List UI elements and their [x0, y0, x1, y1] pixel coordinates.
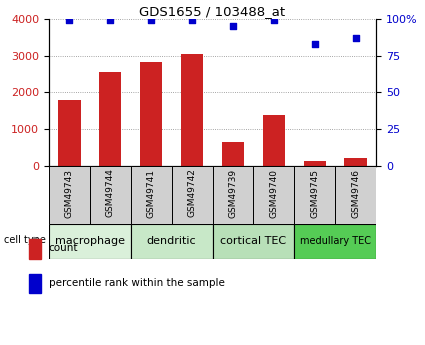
Text: count: count: [49, 244, 78, 253]
Text: macrophage: macrophage: [55, 237, 125, 246]
Text: cortical TEC: cortical TEC: [220, 237, 286, 246]
Bar: [29, 274, 41, 293]
Bar: [303, 161, 326, 166]
Point: [230, 23, 236, 29]
Bar: [131, 224, 212, 259]
Bar: [58, 100, 81, 166]
Point: [189, 18, 196, 23]
Text: GSM49742: GSM49742: [187, 169, 196, 217]
Text: GSM49739: GSM49739: [229, 169, 238, 218]
Title: GDS1655 / 103488_at: GDS1655 / 103488_at: [139, 5, 286, 18]
Bar: [212, 166, 253, 224]
Bar: [212, 224, 294, 259]
Point: [352, 35, 359, 41]
Text: GSM49740: GSM49740: [269, 169, 278, 218]
Bar: [172, 166, 212, 224]
Bar: [335, 166, 376, 224]
Text: GSM49746: GSM49746: [351, 169, 360, 218]
Bar: [29, 239, 41, 259]
Bar: [90, 166, 131, 224]
Bar: [140, 62, 162, 166]
Text: GSM49744: GSM49744: [106, 169, 115, 217]
Bar: [181, 54, 203, 166]
Bar: [49, 166, 90, 224]
Bar: [131, 166, 172, 224]
Point: [107, 18, 113, 23]
Text: dendritic: dendritic: [147, 237, 196, 246]
Text: percentile rank within the sample: percentile rank within the sample: [49, 278, 224, 288]
Point: [312, 41, 318, 47]
Point: [270, 18, 277, 23]
Bar: [222, 142, 244, 166]
Bar: [49, 224, 131, 259]
Point: [148, 18, 155, 23]
Bar: [263, 115, 285, 166]
Text: cell type: cell type: [4, 235, 46, 245]
Text: GSM49741: GSM49741: [147, 169, 156, 218]
Text: GSM49745: GSM49745: [310, 169, 319, 218]
Bar: [99, 72, 122, 166]
Text: medullary TEC: medullary TEC: [300, 237, 371, 246]
Bar: [294, 224, 376, 259]
Bar: [344, 158, 367, 166]
Bar: [294, 166, 335, 224]
Text: GSM49743: GSM49743: [65, 169, 74, 218]
Bar: [253, 166, 294, 224]
Point: [66, 18, 73, 23]
